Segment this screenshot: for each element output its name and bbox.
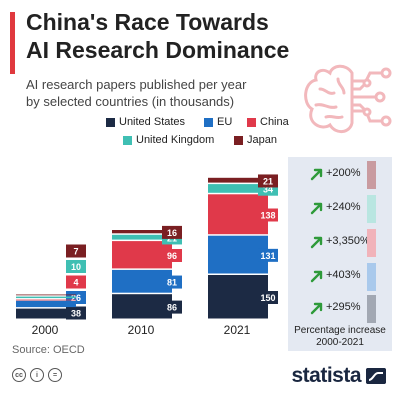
legend-label-united-kingdom: United Kingdom bbox=[136, 134, 215, 146]
value-label-united-kingdom-2000: 10 bbox=[71, 262, 81, 272]
bar-united-kingdom-2021 bbox=[208, 184, 268, 193]
x-tick-label-2010: 2010 bbox=[128, 323, 155, 337]
legend-swatch-united-kingdom bbox=[123, 135, 132, 145]
bar-eu-2000 bbox=[16, 300, 76, 308]
legend-swatch-china bbox=[247, 117, 256, 127]
increase-value-united-kingdom: +240% bbox=[326, 201, 361, 213]
value-label-eu-2021: 131 bbox=[260, 251, 275, 261]
increase-value-eu: +403% bbox=[326, 269, 361, 281]
subtitle-line-2: by selected countries (in thousands) bbox=[26, 94, 235, 109]
value-label-united-states-2021: 150 bbox=[260, 293, 275, 303]
increase-row-japan: +200% bbox=[288, 161, 392, 189]
trend-up-arrow-icon bbox=[310, 302, 323, 315]
increase-row-china: +3,350% bbox=[288, 229, 392, 257]
increase-swatch-china bbox=[367, 229, 376, 257]
value-label-united-states-2010: 86 bbox=[167, 303, 177, 313]
percentage-increase-label-line-1: Percentage increase bbox=[294, 325, 386, 336]
legend-item-united-states: United States bbox=[106, 116, 185, 128]
legend-label-china: China bbox=[260, 116, 289, 128]
title-line-2: AI Research Dominance bbox=[26, 37, 290, 63]
trend-up-arrow-icon bbox=[310, 236, 323, 249]
increase-swatch-japan bbox=[367, 161, 376, 189]
value-label-china-2000: 4 bbox=[73, 278, 78, 288]
value-label-box-united-states-2021 bbox=[258, 291, 278, 304]
value-label-box-united-kingdom-2000 bbox=[66, 260, 86, 273]
increase-row-united-states: +295% bbox=[288, 295, 392, 323]
x-tick-label-2021: 2021 bbox=[224, 323, 251, 337]
statista-mark-icon bbox=[366, 368, 386, 384]
value-label-box-united-states-2000 bbox=[66, 306, 86, 320]
value-label-box-japan-2010 bbox=[162, 225, 182, 239]
legend-label-eu: EU bbox=[217, 116, 233, 128]
value-label-japan-2000: 7 bbox=[73, 247, 78, 257]
value-label-eu-2010: 81 bbox=[167, 278, 177, 288]
bar-china-2000 bbox=[16, 299, 76, 301]
license-icons: cc i = bbox=[12, 368, 62, 382]
increase-value-united-states: +295% bbox=[326, 301, 361, 313]
bar-united-kingdom-2000 bbox=[16, 296, 76, 299]
x-tick-label-2000: 2000 bbox=[32, 323, 59, 337]
bar-united-states-2000 bbox=[16, 308, 76, 319]
value-label-box-japan-2021 bbox=[258, 174, 278, 188]
cc-icon: cc bbox=[12, 368, 26, 382]
legend-item-japan: Japan bbox=[234, 134, 277, 146]
increase-swatch-eu bbox=[367, 263, 376, 291]
bar-eu-2010 bbox=[112, 269, 172, 293]
chart-subtitle: AI research papers published per year by… bbox=[26, 76, 286, 110]
value-label-box-eu-2010 bbox=[162, 275, 182, 289]
bar-japan-2021 bbox=[208, 177, 268, 183]
value-label-box-eu-2021 bbox=[258, 248, 278, 262]
value-label-united-kingdom-2021: 34 bbox=[263, 185, 273, 195]
trend-up-arrow-icon bbox=[310, 168, 323, 181]
value-label-box-china-2000 bbox=[66, 275, 86, 289]
source-note: Source: OECD bbox=[12, 344, 85, 356]
legend-swatch-eu bbox=[204, 117, 213, 127]
percentage-increase-panel: +200% +240% +3,350% +403% +295% bbox=[288, 157, 392, 351]
value-label-box-united-states-2010 bbox=[162, 300, 182, 314]
percentage-increase-label: Percentage increase 2000-2021 bbox=[288, 325, 392, 349]
increase-row-united-kingdom: +240% bbox=[288, 195, 392, 223]
legend-label-united-states: United States bbox=[119, 116, 186, 128]
chart-legend: United States EU China United Kingdom Ja… bbox=[0, 116, 400, 150]
trend-up-arrow-icon bbox=[310, 202, 323, 215]
statista-logo: statista bbox=[291, 364, 386, 388]
brain-circuit-icon bbox=[304, 64, 392, 133]
legend-item-eu: EU bbox=[204, 116, 232, 128]
legend-item-united-kingdom: United Kingdom bbox=[123, 134, 214, 146]
value-label-china-2021: 138 bbox=[260, 211, 275, 221]
increase-swatch-united-states bbox=[367, 295, 376, 323]
legend-swatch-japan bbox=[234, 135, 243, 145]
bar-japan-2010 bbox=[112, 230, 172, 234]
chart-title: China's Race Towards AI Research Dominan… bbox=[26, 8, 326, 64]
by-icon: i bbox=[30, 368, 44, 382]
bar-united-kingdom-2010 bbox=[112, 234, 172, 240]
percentage-increase-label-line-2: 2000-2021 bbox=[316, 337, 364, 348]
value-label-united-states-2000: 38 bbox=[71, 309, 81, 319]
value-label-japan-2010: 16 bbox=[167, 228, 177, 238]
increase-swatch-united-kingdom bbox=[367, 195, 376, 223]
bar-japan-2000 bbox=[16, 294, 76, 296]
value-label-box-china-2010 bbox=[162, 249, 182, 262]
legend-item-china: China bbox=[247, 116, 289, 128]
legend-label-japan: Japan bbox=[247, 134, 277, 146]
nd-icon: = bbox=[48, 368, 62, 382]
trend-up-arrow-icon bbox=[310, 270, 323, 283]
title-accent-bar bbox=[10, 12, 15, 74]
increase-row-eu: +403% bbox=[288, 263, 392, 291]
value-label-china-2010: 96 bbox=[167, 251, 177, 261]
legend-swatch-united-states bbox=[106, 117, 115, 127]
value-label-box-china-2021 bbox=[258, 208, 278, 222]
brand-name: statista bbox=[291, 364, 361, 387]
value-label-box-japan-2000 bbox=[66, 244, 86, 258]
value-label-japan-2021: 21 bbox=[263, 176, 273, 186]
subtitle-line-1: AI research papers published per year bbox=[26, 77, 247, 92]
increase-value-china: +3,350% bbox=[326, 235, 370, 247]
increase-value-japan: +200% bbox=[326, 167, 361, 179]
title-line-1: China's Race Towards bbox=[26, 9, 269, 35]
